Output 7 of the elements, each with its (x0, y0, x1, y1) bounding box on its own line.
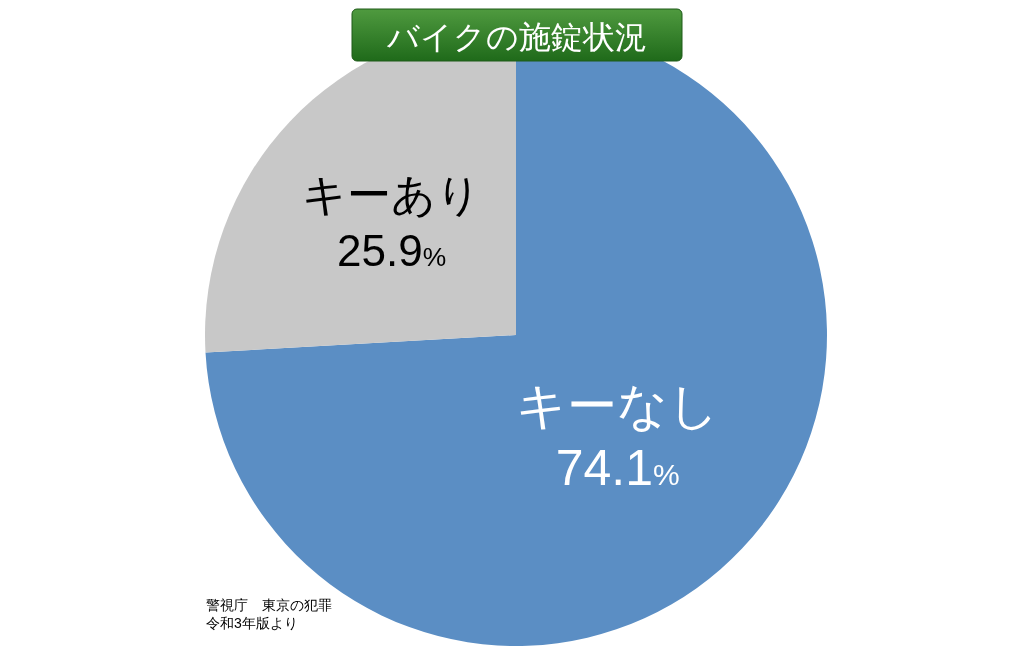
text: 令和3年版より (206, 615, 298, 631)
data-label: 74.1% (555, 440, 680, 497)
chart-title: バイクの施錠状況 (386, 19, 647, 55)
text: 警視庁 東京の犯罪 (206, 597, 332, 613)
slice-label: キーなし (516, 378, 720, 435)
data-label: 25.9% (337, 225, 447, 275)
slice-label: キーあり (302, 169, 482, 219)
